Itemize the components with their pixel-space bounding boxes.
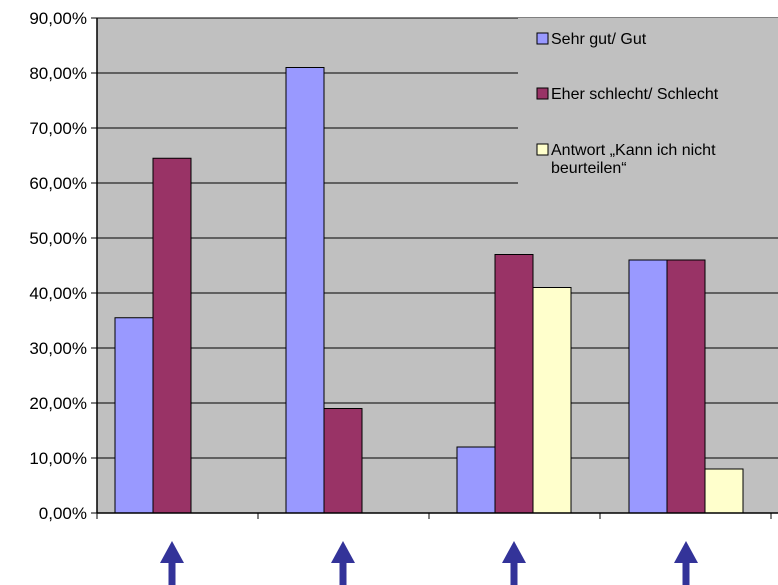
y-tick-label: 80,00% bbox=[29, 64, 87, 83]
bar bbox=[666, 259, 706, 514]
bar bbox=[323, 408, 363, 514]
bar bbox=[456, 446, 496, 514]
bar bbox=[152, 157, 192, 514]
bar bbox=[285, 67, 325, 514]
legend-label-line: Antwort „Kann ich nicht bbox=[551, 142, 716, 159]
legend-label: Sehr gut/ Gut bbox=[551, 31, 647, 48]
legend-box bbox=[518, 18, 778, 200]
up-arrow-icon bbox=[331, 541, 355, 585]
legend-label: Eher schlecht/ Schlecht bbox=[551, 86, 719, 103]
legend-swatch bbox=[536, 143, 549, 156]
up-arrow-icon bbox=[502, 541, 526, 585]
y-tick-label: 50,00% bbox=[29, 229, 87, 248]
bar bbox=[628, 259, 668, 514]
y-tick-label: 0,00% bbox=[39, 504, 87, 523]
y-tick-label: 70,00% bbox=[29, 119, 87, 138]
y-tick-label: 40,00% bbox=[29, 284, 87, 303]
bar bbox=[704, 468, 744, 514]
up-arrow-icon bbox=[674, 541, 698, 585]
y-tick-label: 30,00% bbox=[29, 339, 87, 358]
y-tick-label: 20,00% bbox=[29, 394, 87, 413]
y-tick-label: 10,00% bbox=[29, 449, 87, 468]
y-tick-label: 60,00% bbox=[29, 174, 87, 193]
legend-label-line: beurteilen“ bbox=[551, 160, 627, 177]
y-tick-label: 90,00% bbox=[29, 9, 87, 28]
legend-swatch bbox=[536, 32, 549, 45]
legend-swatch bbox=[536, 87, 549, 100]
bar bbox=[114, 317, 154, 514]
bar bbox=[494, 254, 534, 514]
bar bbox=[532, 287, 572, 514]
up-arrow-icon bbox=[160, 541, 184, 585]
